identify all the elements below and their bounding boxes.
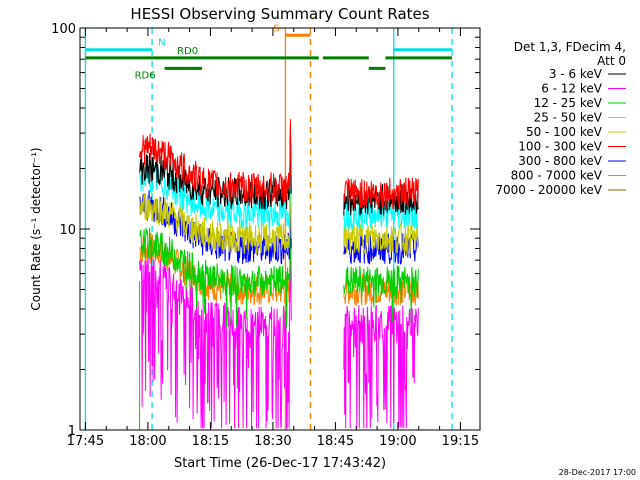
legend-header: Det 1,3, FDecim 4, [514, 40, 626, 54]
legend-label: 50 - 100 keV [526, 125, 603, 139]
series-line [139, 251, 292, 429]
legend-label: 7000 - 20000 keV [495, 183, 602, 197]
flag-label: S [273, 23, 279, 34]
y-axis-label: Count Rate (s⁻¹ detector⁻¹) [29, 147, 43, 310]
legend-label: 6 - 12 keV [541, 82, 603, 96]
legend-header: Att 0 [597, 54, 626, 68]
x-tick-label: 18:00 [129, 434, 166, 449]
timestamp: 28-Dec-2017 17:00 [559, 468, 636, 477]
legend-label: 300 - 800 keV [518, 154, 602, 168]
legend-label: 800 - 7000 keV [511, 169, 603, 183]
data-series [139, 119, 419, 430]
series-line [343, 177, 419, 210]
y-tick-label: 10 [59, 223, 76, 238]
y-tick-label: 1 [68, 424, 76, 439]
x-tick-label: 19:00 [379, 434, 416, 449]
series-line [139, 212, 292, 329]
x-tick-label: 18:30 [254, 434, 291, 449]
x-tick-label: 17:45 [67, 434, 104, 449]
chart-title: HESSI Observing Summary Count Rates [130, 5, 429, 23]
legend-label: 12 - 25 keV [534, 96, 603, 110]
flag-label: RD0 [177, 46, 198, 57]
series-line [343, 304, 419, 429]
series-line [343, 221, 419, 256]
y-tick-label: 100 [51, 22, 76, 37]
x-tick-label: 19:15 [442, 434, 479, 449]
series-line [343, 197, 419, 230]
axes: 17:45 18:00 18:15 18:30 18:45 19:00 19:15 1 10 10… [51, 22, 480, 449]
legend-label: 100 - 300 keV [518, 140, 602, 154]
x-axis-label: Start Time (26-Dec-17 17:43:42) [174, 456, 386, 471]
flag-label: RD6 [135, 70, 156, 81]
legend-label: 25 - 50 keV [534, 111, 603, 125]
series-line [139, 144, 292, 229]
legend-label: 3 - 6 keV [549, 67, 603, 81]
series-line [139, 124, 292, 210]
series-line [343, 265, 419, 325]
flag-label: N [158, 38, 165, 49]
x-tick-label: 18:45 [317, 434, 354, 449]
x-tick-label: 18:15 [192, 434, 229, 449]
series-line [139, 169, 292, 255]
series-line [139, 119, 292, 204]
flag-bars: N S RD0 RD6 [85, 23, 453, 81]
